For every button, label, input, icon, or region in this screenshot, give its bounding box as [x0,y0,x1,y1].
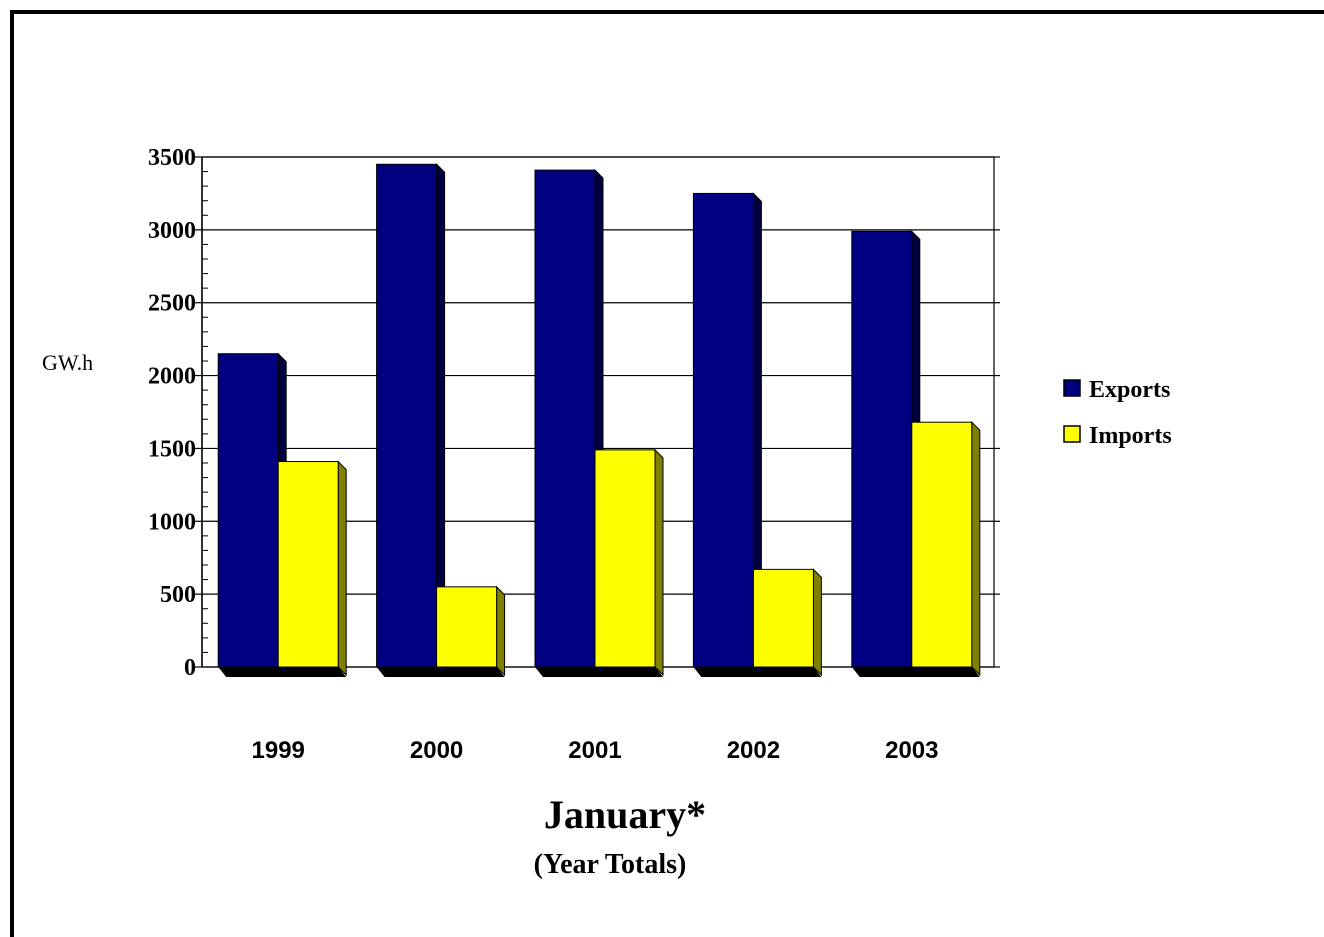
legend-label-exports: Exports [1089,377,1170,403]
bar-imports-2003 [911,421,973,668]
bar-side-imports-2001 [654,448,664,677]
y-axis: 0 500 1000 1500 2000 2500 3000 3500 [148,145,1000,681]
bar-side-imports-2002 [812,568,822,677]
bar-base-shadow [851,667,980,677]
x-tick-label: 2001 [568,737,621,764]
x-tick-label: 2002 [727,737,780,764]
bar-exports-2001 [534,169,596,668]
y-tick-label: 0 [184,655,196,681]
bar-exports-2003 [851,230,913,668]
x-axis-labels: 1999 2000 2001 2002 2003 [252,737,939,764]
y-tick-label: 3000 [148,218,196,244]
bar-base-shadow [693,667,822,677]
legend-label-imports: Imports [1089,423,1172,449]
y-tick-label: 2500 [148,291,196,317]
chart-subtitle: (Year Totals) [534,849,687,880]
chart-frame [10,10,1324,937]
bar-imports-2000 [436,586,498,668]
x-tick-label: 2003 [885,737,938,764]
bar-exports-2002 [692,192,754,668]
x-tick-label: 2000 [410,737,463,764]
y-axis-unit-label: GW.h [42,350,93,375]
bar-base-shadow [376,667,505,677]
bar-base-shadow [218,667,347,677]
x-tick-label: 1999 [252,737,305,764]
bar-side-imports-1999 [337,460,347,677]
bar-side-imports-2003 [971,420,981,677]
bars [217,163,981,677]
bar-imports-1999 [277,461,339,668]
bar-exports-1999 [217,353,279,668]
bar-exports-2000 [376,163,438,668]
bar-base-shadow [535,667,663,677]
bar-imports-2001 [594,449,656,668]
y-tick-label: 3500 [148,145,196,171]
y-tick-label: 500 [160,582,196,608]
y-tick-label: 1000 [148,509,196,535]
bar-side-imports-2000 [496,585,506,677]
y-tick-label: 2000 [148,364,196,390]
chart-title: January* [544,792,706,837]
legend-swatch-exports [1063,379,1081,397]
legend: Exports Imports [1063,377,1172,449]
y-tick-label: 1500 [148,436,196,462]
legend-swatch-imports [1063,425,1081,443]
bar-imports-2002 [752,568,814,668]
